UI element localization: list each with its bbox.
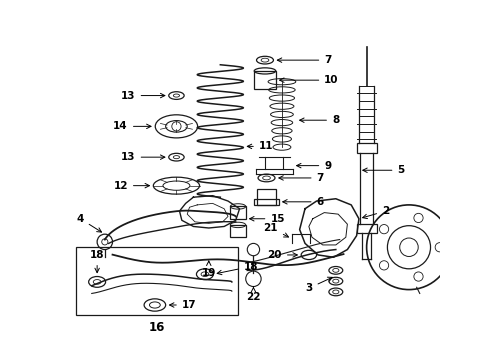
Bar xyxy=(230,206,246,219)
Text: 10: 10 xyxy=(280,75,339,85)
Bar xyxy=(76,247,238,315)
Text: 20: 20 xyxy=(268,250,297,260)
Text: 17: 17 xyxy=(170,300,196,310)
Text: 7: 7 xyxy=(277,55,332,65)
Text: 18: 18 xyxy=(90,250,104,273)
Text: 19: 19 xyxy=(201,261,216,278)
Text: 4: 4 xyxy=(76,214,101,232)
Text: 14: 14 xyxy=(113,121,151,131)
Bar xyxy=(257,189,276,205)
Text: 2: 2 xyxy=(363,206,389,219)
Text: 13: 13 xyxy=(121,91,165,100)
Text: 1: 1 xyxy=(0,359,1,360)
Text: 16: 16 xyxy=(149,321,165,334)
Text: 11: 11 xyxy=(247,141,273,151)
Text: 21: 21 xyxy=(264,223,289,237)
Text: 9: 9 xyxy=(296,161,331,171)
Bar xyxy=(357,143,377,153)
Text: 15: 15 xyxy=(249,214,285,224)
Text: 3: 3 xyxy=(305,277,332,293)
Bar xyxy=(357,224,377,233)
Text: 13: 13 xyxy=(121,152,165,162)
Bar xyxy=(254,199,279,205)
Text: 7: 7 xyxy=(279,173,324,183)
Text: 22: 22 xyxy=(246,287,261,302)
Text: 5: 5 xyxy=(363,165,405,175)
Text: 6: 6 xyxy=(283,197,324,207)
Text: 8: 8 xyxy=(300,115,339,125)
Text: 12: 12 xyxy=(113,181,149,191)
Bar xyxy=(254,71,276,89)
Text: 18: 18 xyxy=(217,261,258,275)
Bar xyxy=(230,225,246,237)
